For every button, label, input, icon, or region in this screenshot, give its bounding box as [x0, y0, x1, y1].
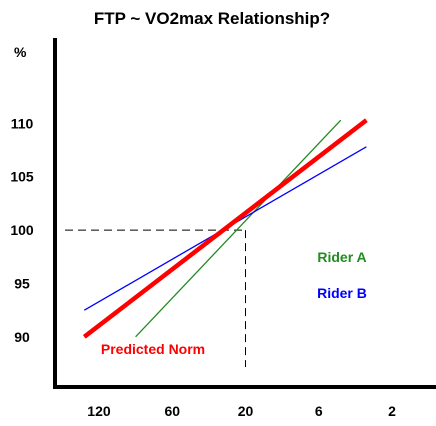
- annotation-predicted-norm: Predicted Norm: [101, 341, 205, 357]
- series-line-rider-a: [135, 119, 342, 338]
- y-tick-label: 95: [14, 275, 30, 291]
- y-tick-label: 110: [11, 115, 34, 131]
- x-tick-label: 120: [87, 403, 111, 419]
- y-tick-label: 100: [10, 222, 34, 238]
- x-tick-label: 2: [388, 403, 396, 419]
- y-tick-label: 105: [10, 169, 34, 185]
- x-tick-label: 6: [315, 403, 323, 419]
- y-axis-label: %: [14, 44, 27, 60]
- annotation-rider-b: Rider B: [317, 285, 367, 301]
- chart-title: FTP ~ VO2max Relationship?: [94, 9, 330, 28]
- x-tick-label: 20: [238, 403, 254, 419]
- x-tick-label: 60: [164, 403, 180, 419]
- series-line-predicted-norm: [82, 118, 368, 339]
- annotation-rider-a: Rider A: [317, 249, 366, 265]
- y-tick-label: 90: [14, 329, 30, 345]
